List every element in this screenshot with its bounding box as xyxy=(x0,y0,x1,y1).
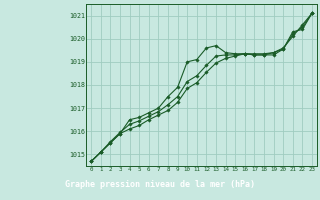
Text: Graphe pression niveau de la mer (hPa): Graphe pression niveau de la mer (hPa) xyxy=(65,180,255,189)
